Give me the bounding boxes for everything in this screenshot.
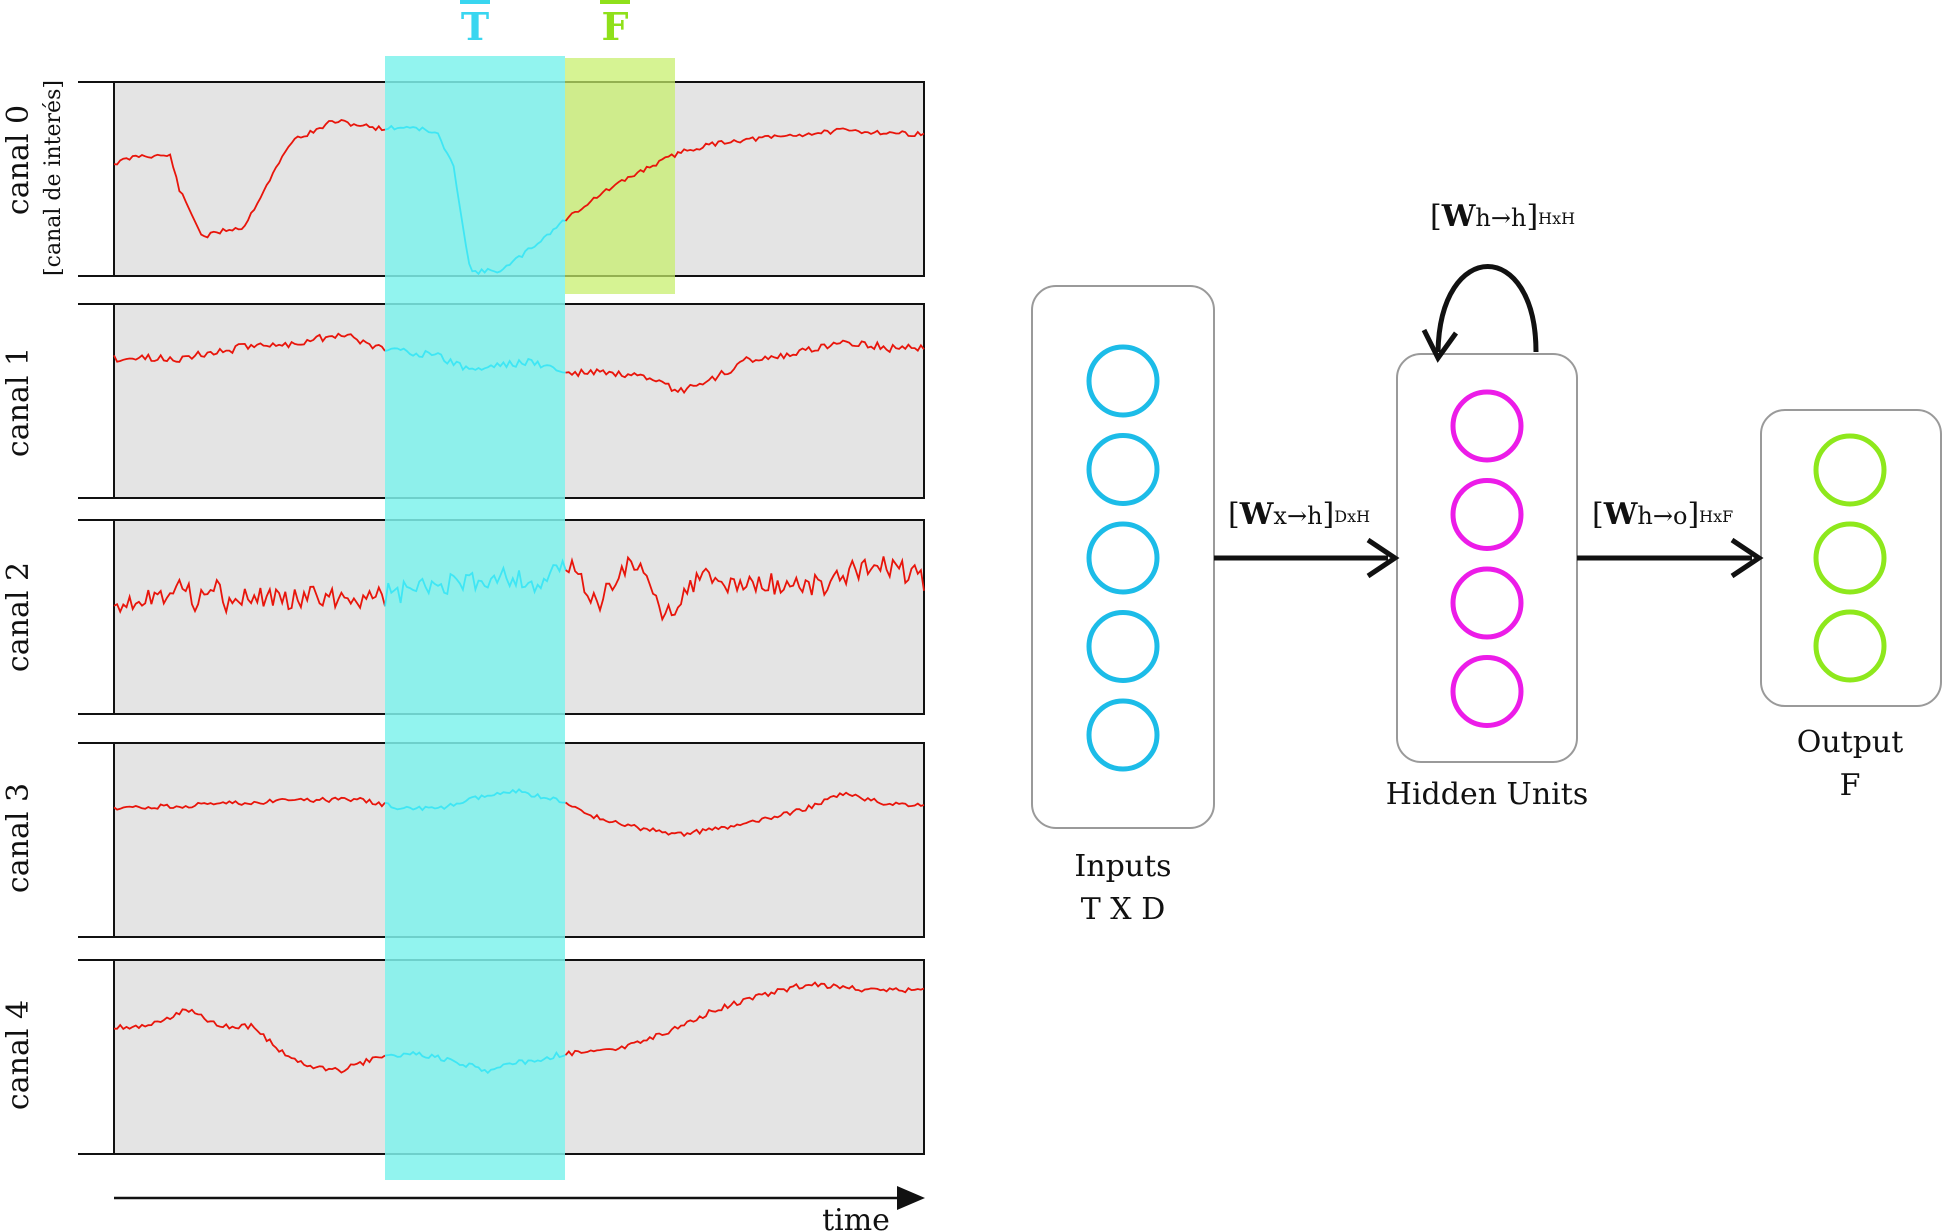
channel-0-label: canal 0 [1, 105, 36, 215]
channel-signals [113, 119, 925, 1075]
channel-3-signal-window [384, 788, 566, 812]
hidden-units [1450, 389, 1524, 728]
input-unit [1086, 521, 1160, 595]
hidden-unit [1450, 389, 1524, 463]
window-T-label: T [461, 4, 489, 49]
channel-0-signal-after [564, 127, 925, 222]
channel-0-signal-window [384, 124, 566, 276]
inputs-dims: T X D [1081, 892, 1166, 927]
time-axis: time [114, 1186, 925, 1232]
channel-4-signal-after [565, 981, 925, 1057]
network-diagram: Inputs T X D Hidden Units Output F [Wx→h… [1031, 199, 1942, 927]
weight-input-to-hidden: [Wx→h]DxH [1228, 497, 1370, 532]
input-unit [1086, 698, 1160, 772]
channel-1-signal-after [565, 339, 925, 395]
hidden-unit [1450, 566, 1524, 640]
channel-0-signal-before [113, 119, 386, 239]
channel-4-label: canal 4 [1, 1000, 36, 1110]
inputs-label: Inputs [1074, 849, 1171, 884]
channel-2-signal-after [565, 555, 925, 622]
output-unit [1813, 609, 1887, 683]
channel-4-signal-window [384, 1050, 567, 1075]
hidden-to-output-arrow [1577, 537, 1764, 579]
window-F-label: F [602, 4, 629, 49]
channel-3-signal-after [565, 791, 925, 838]
channel-4-signal-before [114, 1008, 386, 1074]
inputs-box [1031, 285, 1215, 829]
input-to-hidden-arrow [1214, 537, 1400, 579]
input-unit [1086, 344, 1160, 418]
weight-hidden-to-hidden: [Wh→h]HxH [1430, 199, 1575, 234]
output-dims: F [1840, 768, 1861, 803]
channel-3-label: canal 3 [1, 783, 36, 893]
channel-1-signal-before [113, 332, 386, 363]
output-units [1813, 433, 1887, 683]
hidden-box [1396, 353, 1578, 763]
output-unit [1813, 521, 1887, 595]
output-unit [1813, 433, 1887, 507]
input-window-T [385, 56, 565, 1180]
recurrent-arrow [1421, 264, 1539, 363]
channel-1-label: canal 1 [1, 347, 36, 457]
channel-2-label: canal 2 [1, 562, 36, 672]
window-F-label-group: F [600, 0, 630, 49]
input-unit [1086, 610, 1160, 683]
channel-2-signal-window [384, 558, 567, 607]
channel-1-signal-window [384, 347, 566, 374]
hidden-label: Hidden Units [1386, 777, 1588, 812]
input-unit [1086, 433, 1160, 506]
weight-hidden-to-output: [Wh→o]HxF [1592, 497, 1733, 532]
input-units [1086, 344, 1160, 772]
forecast-window-F [565, 58, 675, 294]
hidden-unit [1450, 478, 1524, 551]
window-T-label-group: T [460, 0, 490, 49]
output-label: Output [1797, 725, 1904, 760]
output-box [1760, 409, 1942, 707]
time-axis-label: time [822, 1203, 890, 1232]
channel-labels: canal 0 [canal de interés] canal 1 canal… [1, 80, 66, 1110]
hidden-unit [1450, 655, 1524, 728]
channel-3-signal-before [113, 796, 386, 811]
channel-0-sublabel: [canal de interés] [41, 80, 66, 276]
channel-2-signal-before [113, 577, 386, 616]
